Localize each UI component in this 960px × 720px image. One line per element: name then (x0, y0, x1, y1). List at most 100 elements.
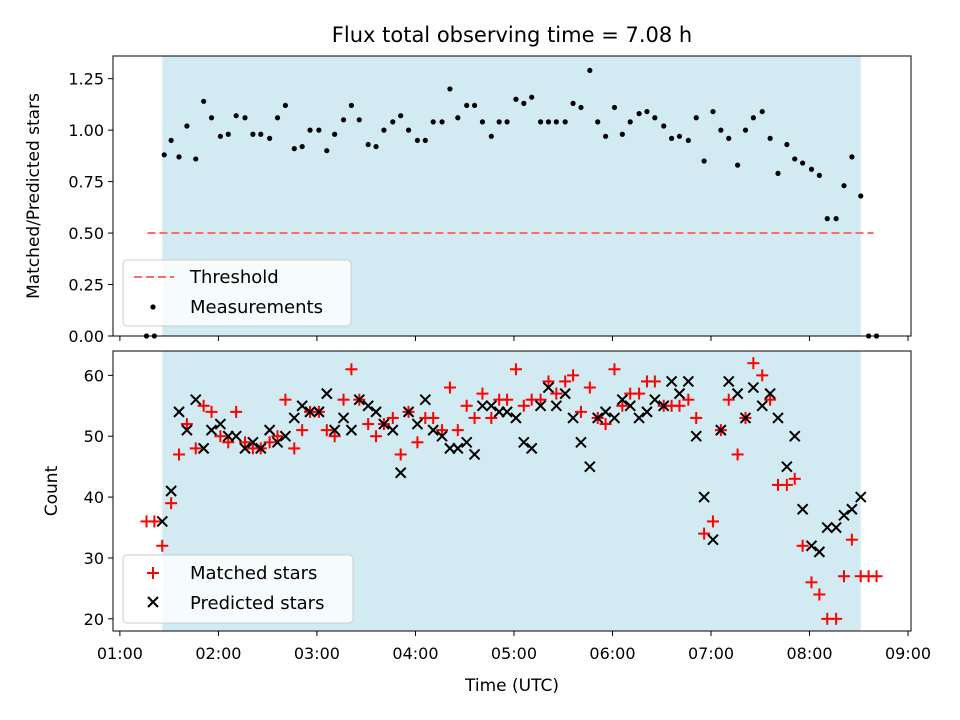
predicted-star-marker (616, 393, 629, 406)
predicted-star-marker (781, 460, 793, 473)
matched-star-marker (370, 430, 383, 443)
matched-star-marker (673, 399, 686, 412)
measurement-point (299, 143, 305, 150)
measurement-point (701, 158, 707, 164)
matched-star-marker (468, 411, 481, 424)
measurement-point (800, 160, 806, 166)
matched-star-marker (845, 533, 858, 546)
measurement-point (168, 137, 174, 144)
measurement-point (471, 102, 478, 109)
measurement-point (685, 137, 691, 144)
predicted-star-marker (304, 406, 316, 418)
measurement-point (570, 100, 576, 106)
measurement-point (242, 115, 248, 121)
predicted-star-marker (156, 515, 168, 528)
predicted-star-marker (747, 381, 760, 394)
bottom-x-ticks: 01:00 02:00 03:00 04:00 05:00 06:00 07:00 08:00… (97, 631, 931, 663)
matched-star-marker (682, 393, 695, 406)
matched-star-marker (690, 411, 703, 424)
x-tick-label: 05:00 (491, 644, 537, 663)
measurement-point (578, 104, 584, 111)
x-tick-label: 08:00 (786, 644, 832, 663)
predicted-star-marker (296, 400, 308, 412)
matched-star-marker (271, 430, 284, 443)
top-axes-frame (112, 55, 912, 337)
x-tick-label: 06:00 (589, 644, 635, 663)
bottom-y-tick-label: 40 (84, 488, 104, 507)
matched-star-marker (436, 424, 449, 437)
measurement-point (176, 154, 182, 160)
matched-star-marker (722, 393, 735, 406)
matched-star-marker (583, 381, 596, 394)
matched-star-marker (345, 363, 358, 376)
top-y-tick-label: 0.00 (68, 327, 104, 346)
top-x-ticks (119, 336, 909, 341)
bottom-y-tick-label: 20 (84, 610, 104, 629)
matched-star-marker (156, 539, 169, 552)
measurement-point (710, 108, 716, 115)
matched-star-marker (870, 570, 883, 583)
measurement-point (587, 67, 593, 74)
measurement-point (792, 156, 798, 162)
predicted-star-marker (255, 442, 267, 455)
predicted-star-marker (756, 400, 768, 412)
x-tick-label: 02:00 (195, 644, 241, 663)
predicted-star-marker (575, 436, 587, 449)
legend-matched-swatch (147, 567, 159, 579)
measurement-point (537, 119, 544, 125)
predicted-star-marker (181, 424, 193, 436)
measurement-point (841, 183, 847, 189)
predicted-star-marker (633, 412, 645, 424)
measurement-point (488, 133, 494, 139)
legend-threshold-label: Threshold (189, 267, 279, 288)
matched-star-marker (574, 405, 587, 418)
measurement-point (208, 115, 215, 121)
measurement-point (496, 119, 502, 125)
measurement-point (381, 127, 387, 133)
matched-star-marker (764, 393, 777, 406)
predicted-star-marker (485, 400, 498, 412)
measurement-point (735, 162, 741, 168)
matched-star-marker (362, 418, 375, 431)
x-tick-label: 09:00 (885, 644, 931, 663)
matched-star-marker (838, 570, 851, 583)
matched-star-marker (542, 375, 555, 388)
chart-title: Flux total observing time = 7.08 h (332, 23, 692, 47)
measurement-point (767, 135, 773, 141)
top-y-tick-label: 1.00 (68, 121, 104, 140)
predicted-star-marker (525, 442, 538, 455)
matched-star-marker (320, 424, 333, 437)
predicted-star-marker (550, 400, 563, 412)
predicted-star-marker (419, 393, 432, 406)
matched-star-marker (485, 411, 498, 424)
predicted-star-marker (789, 430, 801, 442)
top-legend: Threshold Measurements (122, 259, 352, 327)
measurement-point (184, 123, 190, 129)
measurement-point (373, 143, 379, 150)
measurement-point (545, 119, 552, 125)
legend-predicted-label: Predicted stars (190, 593, 324, 614)
predicted-star-marker (205, 424, 218, 436)
matched-star-marker (780, 478, 793, 491)
bottom-y-axis-label: Count (42, 465, 62, 516)
measurement-point (602, 133, 609, 139)
measurement-point (595, 119, 601, 125)
top-y-ticks: 0.00 0.25 0.50 0.75 1.00 1.25 (68, 70, 113, 346)
bottom-y-tick-label: 60 (84, 366, 104, 385)
matched-star-marker (830, 612, 843, 625)
measurement-point (504, 119, 510, 125)
matched-star-marker (239, 436, 252, 449)
predicted-star-marker (731, 387, 744, 400)
predicted-star-marker (813, 546, 826, 558)
measurement-point (258, 131, 264, 137)
matched-star-marker (805, 576, 818, 589)
predicted-star-marker (534, 400, 547, 412)
matched-star-marker (460, 399, 473, 412)
predicted-star-marker (345, 424, 358, 436)
predicted-star-marker (542, 381, 555, 394)
legend-measurements-label: Measurements (190, 297, 323, 318)
x-axis-label: Time (UTC) (464, 676, 559, 696)
predicted-star-marker (288, 412, 300, 424)
x-tick-label: 03:00 (294, 644, 340, 663)
